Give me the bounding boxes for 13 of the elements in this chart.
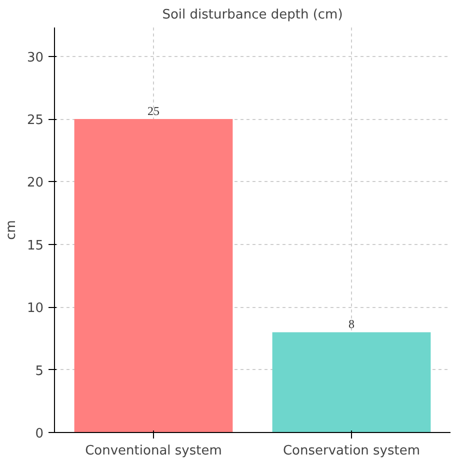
data-label: 25 — [148, 104, 160, 118]
y-tick-label: 5 — [35, 364, 44, 379]
x-tick-label: Conservation system — [282, 444, 420, 458]
y-tick-label: 20 — [26, 176, 44, 191]
y-axis-title: cm — [4, 220, 19, 240]
y-tick-label: 25 — [26, 113, 44, 128]
y-tick-label: 30 — [26, 50, 44, 66]
data-label: 8 — [348, 317, 354, 332]
chart-title: Soil disturbance depth (cm) — [162, 8, 343, 22]
y-tick-label: 15 — [26, 238, 44, 254]
x-tick-label: Conventional system — [85, 444, 222, 458]
y-tick-label: 10 — [26, 301, 44, 316]
y-tick-label: 0 — [35, 426, 44, 442]
